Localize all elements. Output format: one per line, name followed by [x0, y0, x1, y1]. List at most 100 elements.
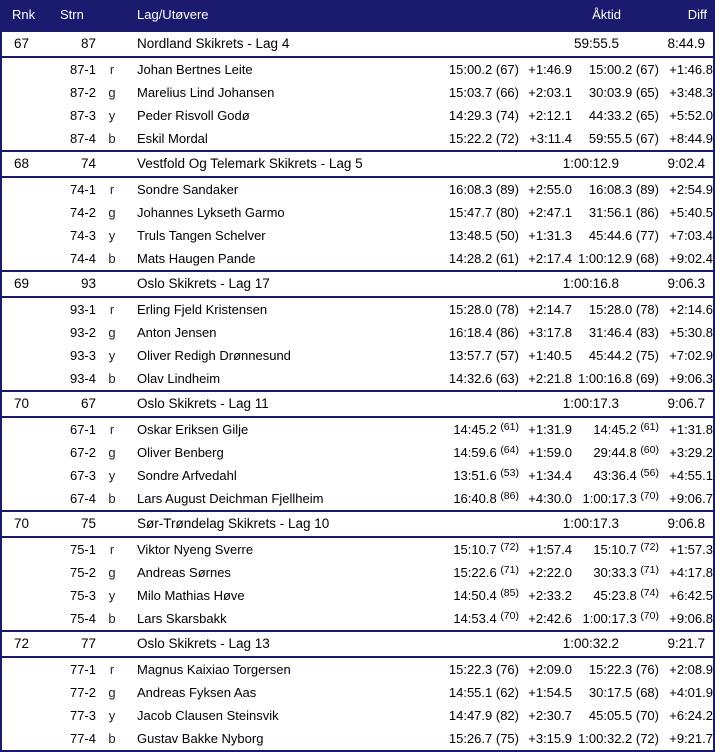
- leg-bib: 74-2: [69, 205, 96, 220]
- leg-bib: 93-2: [69, 325, 96, 340]
- leg-behind: +2:21.8: [528, 371, 572, 386]
- leg-time: 14:28.2 (61): [448, 251, 519, 266]
- leg-behind: +2:33.2: [528, 588, 572, 603]
- team-row: 68 74 Vestfold Og Telemark Skikrets - La…: [2, 150, 713, 178]
- team-bib: 74: [80, 156, 96, 171]
- cumulative-behind: +7:02.9: [669, 348, 713, 363]
- leg-row: 67-3 y Sondre Arfvedahl 13:51.6 (53) +1:…: [2, 464, 713, 487]
- cumulative-behind: +5:40.5: [669, 205, 713, 220]
- leg-time: 16:40.8 (86): [453, 490, 519, 506]
- team-bib: 87: [80, 36, 96, 51]
- teams-container: 67 87 Nordland Skikrets - Lag 4 59:55.5 …: [2, 30, 713, 750]
- leg-rank-spacer: [2, 584, 42, 607]
- leg-time: 13:51.6 (53): [453, 467, 519, 483]
- split-rank: (65): [635, 108, 659, 123]
- cumulative-behind: +2:54.9: [669, 182, 713, 197]
- leg-bib: 87-1: [69, 62, 96, 77]
- leg-time: 14:47.9 (82): [448, 708, 519, 723]
- leg-bib: 75-3: [69, 588, 96, 603]
- split-rank: (75): [495, 731, 519, 746]
- team-name: Sør-Trøndelag Skikrets - Lag 10: [137, 516, 330, 531]
- leg-rank-spacer: [2, 367, 42, 390]
- split-rank: (78): [495, 302, 519, 317]
- athlete-name: Erling Fjeld Kristensen: [137, 302, 268, 317]
- leg-behind: +2:03.1: [528, 85, 572, 100]
- split-rank: (53): [500, 467, 519, 479]
- leg-rank-spacer: [2, 321, 42, 344]
- athlete-name: Mats Haugen Pande: [137, 251, 256, 266]
- athlete-name: Anton Jensen: [137, 325, 217, 340]
- leg-row: 87-4 b Eskil Mordal 15:22.2 (72) +3:11.4…: [2, 127, 713, 150]
- team-rank: 67: [14, 36, 30, 51]
- leg-row: 74-1 r Sondre Sandaker 16:08.3 (89) +2:5…: [2, 178, 713, 201]
- cumulative-behind: +9:06.3: [669, 371, 713, 386]
- cumulative-behind: +6:42.5: [669, 588, 713, 603]
- leg-letter: y: [108, 348, 116, 363]
- leg-rank-spacer: [2, 247, 42, 270]
- team-block: 72 77 Oslo Skikrets - Lag 13 1:00:32.2 9…: [2, 630, 713, 750]
- split-rank: (71): [640, 564, 659, 576]
- team-bib: 77: [80, 636, 96, 651]
- split-rank: (70): [640, 610, 659, 622]
- leg-rank-spacer: [2, 298, 42, 321]
- team-legs: 75-1 r Viktor Nyeng Sverre 15:10.7 (72) …: [2, 538, 713, 630]
- leg-rank-spacer: [2, 81, 42, 104]
- cumulative-time: 1:00:12.9 (68): [578, 251, 659, 266]
- leg-time: 14:50.4 (85): [453, 587, 519, 603]
- leg-row: 75-3 y Milo Mathias Høve 14:50.4 (85) +2…: [2, 584, 713, 607]
- leg-letter: r: [109, 662, 115, 677]
- leg-rank-spacer: [2, 658, 42, 681]
- split-rank: (78): [635, 302, 659, 317]
- leg-rank-spacer: [2, 464, 42, 487]
- leg-row: 77-4 b Gustav Bakke Nyborg 15:26.7 (75) …: [2, 727, 713, 750]
- athlete-name: Truls Tangen Schelver: [137, 228, 266, 243]
- cumulative-behind: +5:30.8: [669, 325, 713, 340]
- column-header-team: Lag/Utøvere: [137, 7, 209, 22]
- split-rank: (82): [495, 708, 519, 723]
- leg-behind: +1:31.3: [528, 228, 572, 243]
- cumulative-time: 15:22.3 (76): [588, 662, 659, 677]
- leg-rank-spacer: [2, 418, 42, 441]
- leg-bib: 74-4: [69, 251, 96, 266]
- team-total-time: 59:55.5: [573, 36, 619, 51]
- team-legs: 67-1 r Oskar Eriksen Gilje 14:45.2 (61) …: [2, 418, 713, 510]
- split-rank: (89): [495, 182, 519, 197]
- leg-letter: g: [108, 205, 116, 220]
- leg-bib: 74-3: [69, 228, 96, 243]
- athlete-name: Lars Skarsbakk: [137, 611, 227, 626]
- split-rank: (72): [640, 541, 659, 553]
- leg-row: 77-1 r Magnus Kaixiao Torgersen 15:22.3 …: [2, 658, 713, 681]
- leg-time: 14:45.2 (61): [453, 421, 519, 437]
- leg-rank-spacer: [2, 104, 42, 127]
- team-leg-spacer: [102, 512, 122, 536]
- leg-behind: +1:54.5: [528, 685, 572, 700]
- leg-rank-spacer: [2, 681, 42, 704]
- leg-rank-spacer: [2, 224, 42, 247]
- athlete-name: Sondre Sandaker: [137, 182, 239, 197]
- split-rank: (80): [495, 205, 519, 220]
- leg-behind: +2:17.4: [528, 251, 572, 266]
- leg-bib: 77-2: [69, 685, 96, 700]
- table-header-row: Rnk Strn Lag/Utøvere Åktid Diff: [0, 0, 715, 30]
- leg-bib: 67-1: [69, 422, 96, 437]
- split-rank: (74): [495, 108, 519, 123]
- leg-behind: +1:40.5: [528, 348, 572, 363]
- leg-behind: +3:17.8: [528, 325, 572, 340]
- split-rank: (68): [635, 685, 659, 700]
- athlete-name: Viktor Nyeng Sverre: [137, 542, 254, 557]
- leg-behind: +3:15.9: [528, 731, 572, 746]
- leg-rank-spacer: [2, 727, 42, 750]
- leg-bib: 93-1: [69, 302, 96, 317]
- leg-letter: y: [108, 588, 116, 603]
- cumulative-time: 15:10.7 (72): [593, 541, 659, 557]
- split-rank: (76): [635, 662, 659, 677]
- team-diff: 9:06.7: [667, 396, 705, 411]
- leg-row: 93-1 r Erling Fjeld Kristensen 15:28.0 (…: [2, 298, 713, 321]
- cumulative-behind: +2:14.6: [669, 302, 713, 317]
- leg-bib: 75-1: [69, 542, 96, 557]
- leg-time: 15:03.7 (66): [448, 85, 519, 100]
- athlete-name: Johannes Lykseth Garmo: [137, 205, 285, 220]
- team-leg-spacer: [102, 272, 122, 296]
- leg-bib: 67-3: [69, 468, 96, 483]
